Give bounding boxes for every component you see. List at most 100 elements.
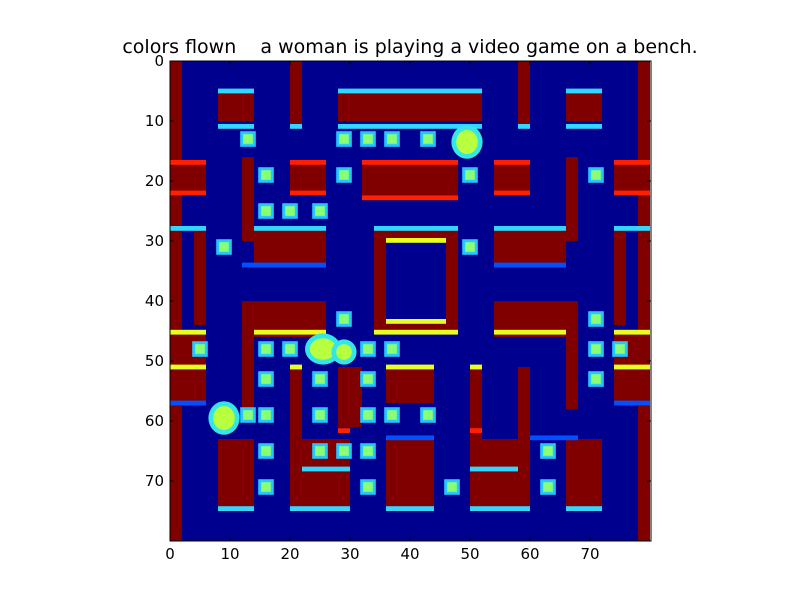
pellet <box>423 410 433 420</box>
pellet <box>243 134 253 144</box>
maze-wall <box>218 91 254 121</box>
maze-edge <box>566 88 602 94</box>
maze-edge <box>470 428 482 433</box>
maze-edge <box>614 226 650 231</box>
pellet <box>261 206 271 216</box>
pellet <box>363 134 373 144</box>
maze-edge <box>494 226 566 231</box>
maze-edge <box>374 226 458 231</box>
maze-edge <box>362 195 458 201</box>
pellet <box>591 374 601 384</box>
maze-wall <box>242 157 254 241</box>
pellet <box>243 410 253 420</box>
maze-wall <box>338 367 362 427</box>
maze-edge <box>362 160 458 165</box>
player-sprite <box>309 338 337 360</box>
pellet <box>261 170 271 180</box>
pellet <box>387 410 397 420</box>
maze-edge <box>290 364 302 370</box>
pellet <box>363 482 373 492</box>
y-tick-label: 50 <box>145 352 164 370</box>
maze-wall <box>290 367 302 439</box>
y-tick-label: 30 <box>145 232 164 250</box>
maze-wall <box>470 439 530 511</box>
pellet <box>387 344 397 354</box>
x-tick-label: 10 <box>220 545 239 563</box>
x-tick-label: 0 <box>165 545 175 563</box>
pellet <box>615 344 625 354</box>
maze-wall <box>566 301 578 409</box>
figure-title: colors flown a woman is playing a video … <box>122 36 698 58</box>
maze-edge <box>494 160 530 165</box>
pellet <box>543 482 553 492</box>
y-tick-label: 20 <box>145 172 164 190</box>
pellet <box>363 344 373 354</box>
maze-edge <box>290 124 302 129</box>
pellet <box>423 134 433 144</box>
pellet <box>387 134 397 144</box>
maze-wall <box>518 61 530 127</box>
pellet <box>363 374 373 384</box>
pellet <box>591 314 601 324</box>
pellet <box>363 446 373 456</box>
ghost-sprite <box>336 344 352 360</box>
x-tick-label: 20 <box>280 545 299 563</box>
y-tick-label: 60 <box>145 412 164 430</box>
maze-edge <box>494 190 530 196</box>
maze-edge <box>170 160 206 165</box>
pellet <box>261 482 271 492</box>
pellet <box>261 374 271 384</box>
maze-edge <box>386 238 446 243</box>
maze-wall <box>290 163 326 193</box>
maze-wall <box>614 163 650 193</box>
maze-wall <box>566 91 602 121</box>
pellet <box>285 206 295 216</box>
game-frame-image <box>170 61 650 541</box>
maze-edge <box>170 226 206 231</box>
pellet <box>591 170 601 180</box>
pellet <box>195 344 205 354</box>
maze-edge <box>470 466 518 472</box>
pellet <box>339 170 349 180</box>
maze-edge <box>218 88 254 94</box>
maze-edge <box>494 329 566 335</box>
maze-edge <box>290 160 326 165</box>
maze-edge <box>614 160 650 165</box>
pellet <box>261 344 271 354</box>
maze-edge <box>170 364 206 370</box>
pellet <box>339 134 349 144</box>
maze-wall <box>494 229 566 265</box>
x-tick-label: 70 <box>580 545 599 563</box>
y-tick-label: 40 <box>145 292 164 310</box>
maze-edge <box>614 329 650 335</box>
pellet <box>261 446 271 456</box>
maze-edge <box>290 190 326 196</box>
pellet <box>315 206 325 216</box>
pellet <box>465 242 475 252</box>
ghost-sprite <box>213 406 235 430</box>
maze-edge <box>170 329 206 335</box>
maze-edge <box>566 506 602 511</box>
maze-edge <box>254 226 326 231</box>
y-tick-label: 70 <box>145 472 164 490</box>
maze-edge <box>302 466 350 472</box>
maze-edge <box>386 319 446 324</box>
maze-wall <box>242 301 254 409</box>
maze-wall <box>194 229 206 325</box>
y-tick-label: 0 <box>154 52 164 70</box>
maze-wall <box>494 163 530 193</box>
pellet <box>465 170 475 180</box>
pellet <box>339 446 349 456</box>
maze-edge <box>290 506 350 511</box>
x-tick-label: 60 <box>520 545 539 563</box>
maze-wall <box>614 229 626 325</box>
pellet <box>339 314 349 324</box>
ghost-sprite <box>456 130 478 154</box>
pellet <box>285 344 295 354</box>
pellet <box>543 446 553 456</box>
pellet <box>363 410 373 420</box>
maze-wall <box>254 229 326 265</box>
maze-edge <box>242 262 326 268</box>
maze-edge <box>338 124 482 129</box>
